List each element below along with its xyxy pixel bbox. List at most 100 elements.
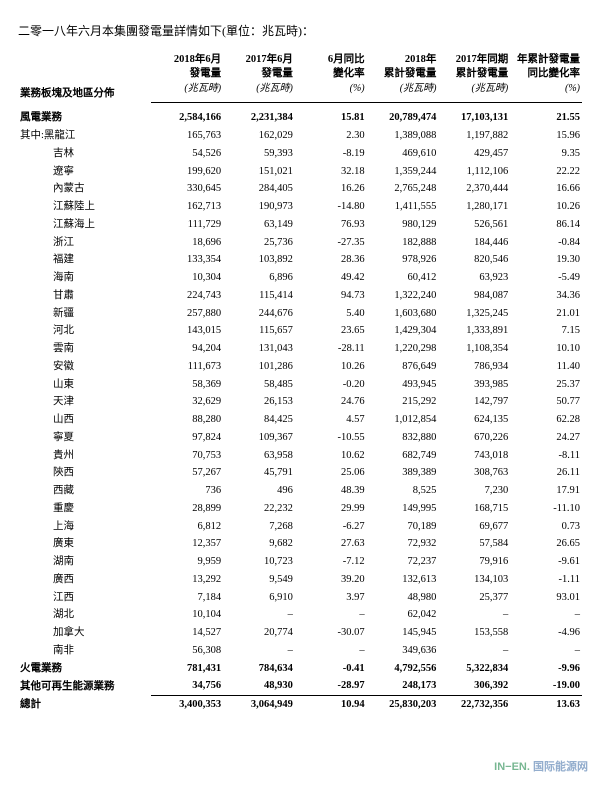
cell: 469,610 bbox=[367, 145, 439, 163]
cell: 70,753 bbox=[151, 447, 223, 465]
row-label: 吉林 bbox=[18, 145, 151, 163]
cell: 28,899 bbox=[151, 500, 223, 518]
cell: -1.11 bbox=[510, 571, 582, 589]
col-h6: 年累計發電量 同比變化率 bbox=[510, 51, 582, 81]
row-label: 安徽 bbox=[18, 358, 151, 376]
cell: 151,021 bbox=[223, 163, 295, 181]
table-row: 山東58,36958,485-0.20493,945393,98525.37 bbox=[18, 376, 582, 394]
cell: 9,682 bbox=[223, 535, 295, 553]
cell: 784,634 bbox=[223, 660, 295, 678]
cell: 1,108,354 bbox=[438, 340, 510, 358]
cell: 1,359,244 bbox=[367, 163, 439, 181]
cell: 1,603,680 bbox=[367, 305, 439, 323]
cell: 308,763 bbox=[438, 464, 510, 482]
cell: 10.26 bbox=[295, 358, 367, 376]
cell: 63,149 bbox=[223, 216, 295, 234]
cell: – bbox=[510, 642, 582, 660]
unit-c6: (%) bbox=[510, 81, 582, 101]
table-row: 寧夏97,824109,367-10.55832,880670,22624.27 bbox=[18, 429, 582, 447]
cell: 101,286 bbox=[223, 358, 295, 376]
row-label: 河北 bbox=[18, 322, 151, 340]
table-row: 其中:黑龍江165,763162,0292.301,389,0881,197,8… bbox=[18, 127, 582, 145]
table-row: 南非56,308––349,636–– bbox=[18, 642, 582, 660]
cell: 182,888 bbox=[367, 234, 439, 252]
cell: 1,325,245 bbox=[438, 305, 510, 323]
cell: 21.01 bbox=[510, 305, 582, 323]
cell: -8.19 bbox=[295, 145, 367, 163]
cell: 1,280,171 bbox=[438, 198, 510, 216]
cell: 59,393 bbox=[223, 145, 295, 163]
cell: 978,926 bbox=[367, 251, 439, 269]
cell: 9.35 bbox=[510, 145, 582, 163]
cell: 19.30 bbox=[510, 251, 582, 269]
cell: 10,104 bbox=[151, 606, 223, 624]
cell: 25,377 bbox=[438, 589, 510, 607]
table-row: 山西88,28084,4254.571,012,854624,13562.28 bbox=[18, 411, 582, 429]
col-h4: 2018年 累計發電量 bbox=[367, 51, 439, 81]
cell: 149,995 bbox=[367, 500, 439, 518]
cell: 5,322,834 bbox=[438, 660, 510, 678]
cell: 72,237 bbox=[367, 553, 439, 571]
unit-c5: (兆瓦時) bbox=[438, 81, 510, 101]
cell: 244,676 bbox=[223, 305, 295, 323]
cell: 7,268 bbox=[223, 518, 295, 536]
row-label: 湖北 bbox=[18, 606, 151, 624]
cell: 9,549 bbox=[223, 571, 295, 589]
col-h5-text: 2017年同期 累計發電量 bbox=[456, 54, 509, 79]
table-row: 加拿大14,52720,774-30.07145,945153,558-4.96 bbox=[18, 624, 582, 642]
cell: 11.40 bbox=[510, 358, 582, 376]
cell: 215,292 bbox=[367, 393, 439, 411]
cell: 22,732,356 bbox=[438, 696, 510, 714]
row-label: 廣西 bbox=[18, 571, 151, 589]
cell: 84,425 bbox=[223, 411, 295, 429]
cell: 876,649 bbox=[367, 358, 439, 376]
col-h1-text: 2018年6月 發電量 bbox=[174, 54, 221, 79]
cell: 23.65 bbox=[295, 322, 367, 340]
cell: 0.73 bbox=[510, 518, 582, 536]
cell: -0.20 bbox=[295, 376, 367, 394]
cell: 2.30 bbox=[295, 127, 367, 145]
col-h5: 2017年同期 累計發電量 bbox=[438, 51, 510, 81]
cell: 57,584 bbox=[438, 535, 510, 553]
cell: -14.80 bbox=[295, 198, 367, 216]
cell: – bbox=[438, 606, 510, 624]
cell: 670,226 bbox=[438, 429, 510, 447]
cell: 832,880 bbox=[367, 429, 439, 447]
cell: 109,367 bbox=[223, 429, 295, 447]
cell: -27.35 bbox=[295, 234, 367, 252]
watermark-cn: 国际能源网 bbox=[533, 761, 588, 773]
cell: -28.11 bbox=[295, 340, 367, 358]
col-h4-text: 2018年 累計發電量 bbox=[384, 54, 437, 79]
cell: 16.66 bbox=[510, 180, 582, 198]
cell: -30.07 bbox=[295, 624, 367, 642]
cell: 224,743 bbox=[151, 287, 223, 305]
table-row: 湖北10,104––62,042–– bbox=[18, 606, 582, 624]
row-label: 南非 bbox=[18, 642, 151, 660]
row-label: 福建 bbox=[18, 251, 151, 269]
row-label: 天津 bbox=[18, 393, 151, 411]
cell: 349,636 bbox=[367, 642, 439, 660]
cell: – bbox=[223, 606, 295, 624]
row-label: 貴州 bbox=[18, 447, 151, 465]
cell: 526,561 bbox=[438, 216, 510, 234]
cell: 199,620 bbox=[151, 163, 223, 181]
cell: – bbox=[510, 606, 582, 624]
watermark: IN−EN. 国际能源网 bbox=[494, 758, 588, 774]
table-row: 安徽111,673101,28610.26876,649786,93411.40 bbox=[18, 358, 582, 376]
cell: -19.00 bbox=[510, 677, 582, 695]
cell: 10,304 bbox=[151, 269, 223, 287]
cell: 1,411,555 bbox=[367, 198, 439, 216]
cell: 14,527 bbox=[151, 624, 223, 642]
cell: 2,584,166 bbox=[151, 109, 223, 127]
unit-c4: (兆瓦時) bbox=[367, 81, 439, 101]
cell: 58,485 bbox=[223, 376, 295, 394]
cell: 133,354 bbox=[151, 251, 223, 269]
cell: – bbox=[295, 642, 367, 660]
cell: 1,112,106 bbox=[438, 163, 510, 181]
cell: 142,797 bbox=[438, 393, 510, 411]
cell: 743,018 bbox=[438, 447, 510, 465]
row-label: 山西 bbox=[18, 411, 151, 429]
cell: 10,723 bbox=[223, 553, 295, 571]
row-label: 甘肅 bbox=[18, 287, 151, 305]
cell: 16.26 bbox=[295, 180, 367, 198]
